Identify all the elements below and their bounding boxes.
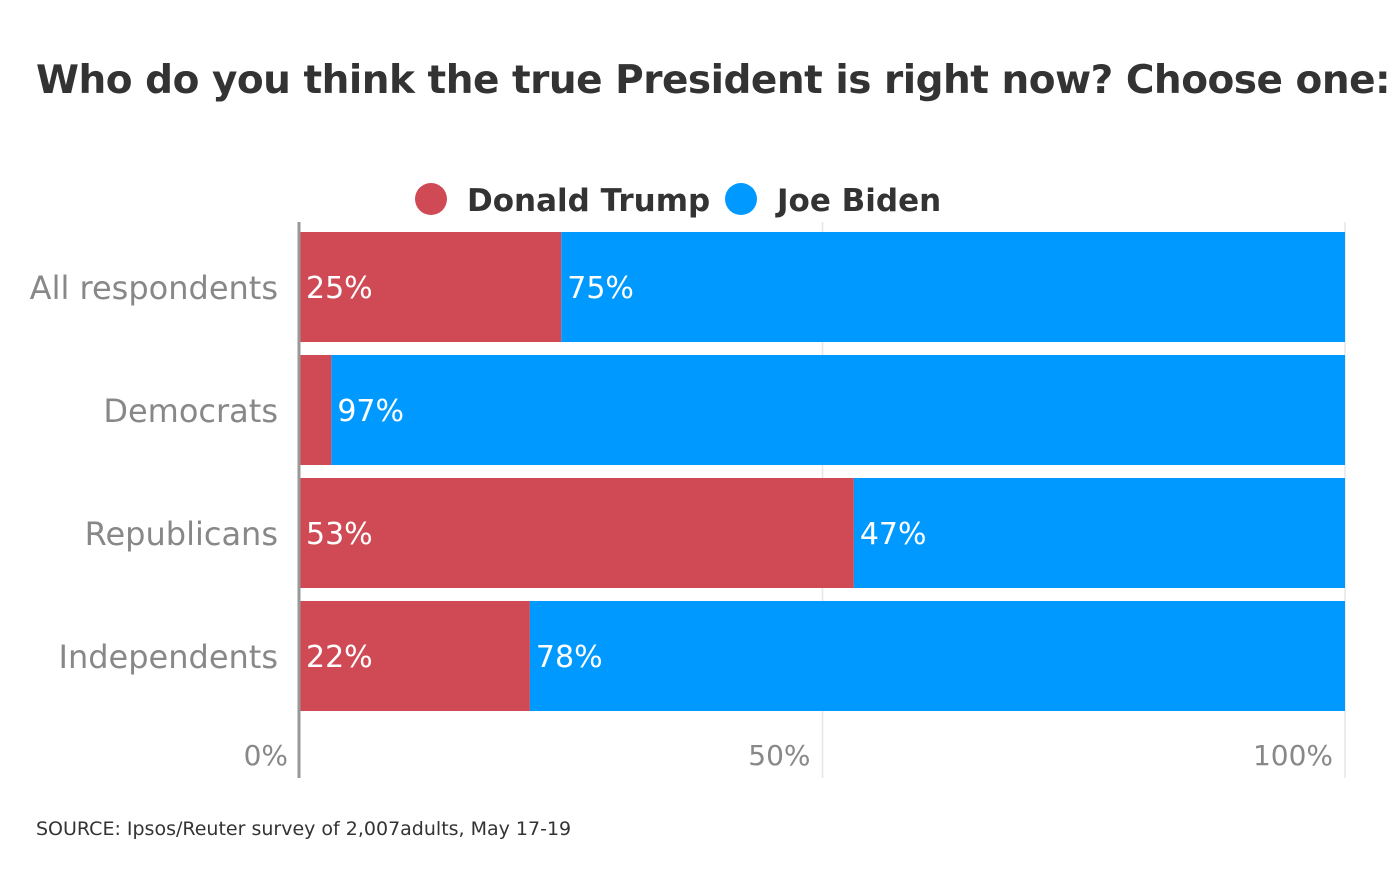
bar-donald-trump-2 [300, 478, 854, 588]
category-labels: All respondents Democrats Republicans Indep… [30, 269, 278, 676]
data-label: 47% [860, 517, 927, 552]
data-label: 78% [536, 640, 603, 675]
legend-label: Joe Biden [775, 183, 941, 219]
bar-joe-biden-3 [529, 601, 1345, 711]
x-tick-label: 0% [244, 739, 288, 772]
data-label: 25% [306, 271, 373, 306]
x-tick-label: 50% [748, 739, 810, 772]
data-label: 75% [567, 271, 634, 306]
category-label: Independents [59, 638, 279, 676]
data-label: 97% [337, 394, 404, 429]
x-tick-label: 100% [1253, 739, 1333, 772]
category-label: All respondents [30, 269, 278, 307]
chart-title: Who do you think the true President is r… [36, 58, 1389, 103]
bar-joe-biden-0 [561, 232, 1345, 342]
data-labels: 25% 75% 97% 53% 47% 22% 78% [306, 271, 927, 675]
legend-label: Donald Trump [467, 183, 710, 219]
x-tick-labels: 0% 50% 100% [244, 739, 1333, 772]
category-label: Democrats [103, 392, 278, 430]
data-label: 53% [306, 517, 373, 552]
bar-joe-biden-1 [331, 355, 1346, 465]
category-label: Republicans [85, 515, 278, 553]
bar-donald-trump-3 [300, 601, 530, 711]
bar-donald-trump-1 [300, 355, 332, 465]
bar-joe-biden-2 [853, 478, 1345, 588]
legend: Donald Trump Joe Biden [415, 183, 941, 219]
source-note: SOURCE: Ipsos/Reuter survey of 2,007adul… [36, 818, 572, 840]
data-label: 22% [306, 640, 373, 675]
legend-swatch-joe-biden [725, 183, 757, 215]
legend-swatch-donald-trump [415, 183, 447, 215]
bar-donald-trump-0 [300, 232, 562, 342]
bars [300, 232, 1346, 711]
